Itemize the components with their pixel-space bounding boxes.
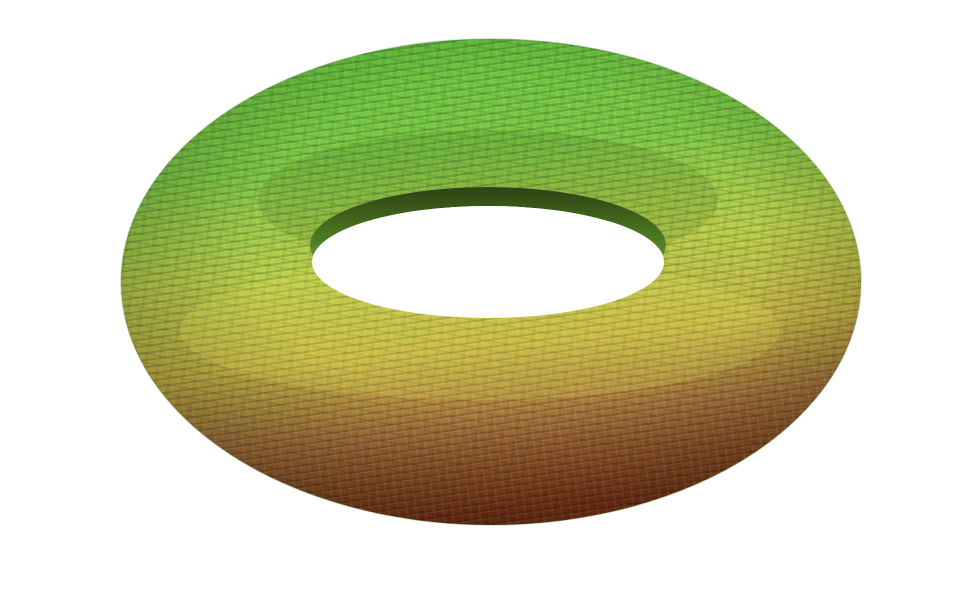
torus-hole xyxy=(312,206,664,318)
